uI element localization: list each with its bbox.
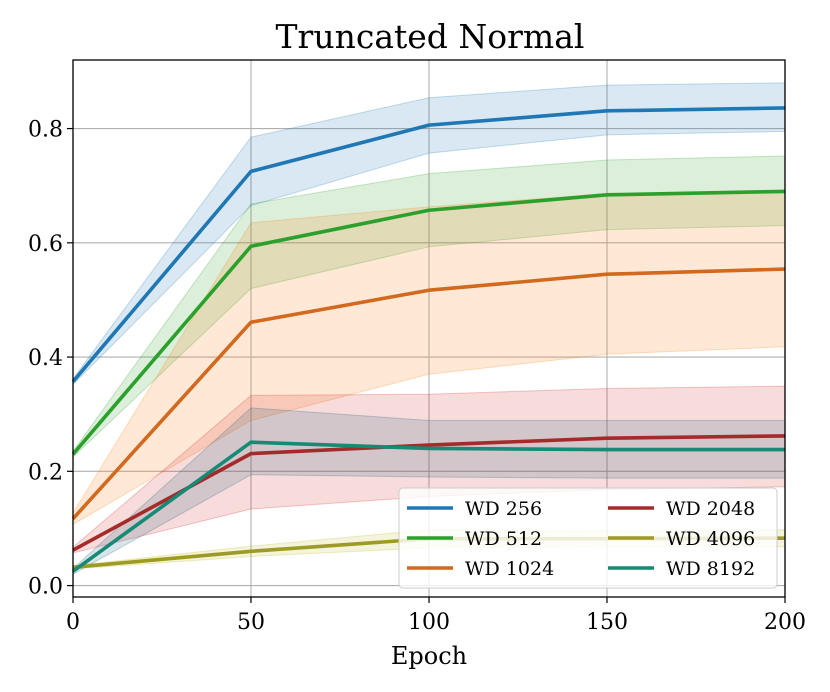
line-wd-8192 — [71, 440, 785, 573]
legend: WD 256 WD 512 WD 1024 WD 2048 WD 4096 WD 8192 — [398, 487, 778, 589]
x-tick-label: 100 — [408, 610, 450, 635]
legend-label: WD 8192 — [666, 558, 755, 580]
y-tick-label: 0.8 — [28, 118, 63, 143]
legend-box — [398, 487, 778, 589]
legend-label: WD 256 — [465, 498, 542, 520]
legend-entry-wd-1024: WD 1024 — [407, 558, 554, 580]
chart-title: Truncated Normal — [276, 17, 585, 56]
y-tick-label: 0.4 — [28, 346, 63, 371]
line-wd-512 — [71, 189, 786, 456]
x-tick-label: 0 — [66, 610, 80, 635]
legend-entry-wd-256: WD 256 — [407, 498, 542, 520]
legend-label: WD 512 — [465, 528, 542, 550]
line-wd-1024 — [71, 267, 786, 520]
legend-label: WD 2048 — [666, 498, 755, 520]
legend-entry-wd-512: WD 512 — [407, 528, 542, 550]
legend-entry-wd-8192: WD 8192 — [608, 558, 755, 580]
axis-ticks: 0 50 100 150 200 0.0 0.2 0.4 0.6 0.8 — [28, 118, 806, 635]
legend-label: WD 1024 — [465, 558, 554, 580]
legend-entry-wd-4096: WD 4096 — [608, 528, 755, 550]
y-tick-label: 0.6 — [28, 232, 63, 257]
x-axis-label: Epoch — [391, 642, 467, 670]
x-tick-label: 150 — [586, 610, 628, 635]
x-tick-label: 50 — [237, 610, 265, 635]
line-wd-256 — [71, 106, 786, 383]
y-tick-label: 0.2 — [28, 460, 63, 485]
y-tick-label: 0.0 — [28, 575, 63, 600]
legend-entry-wd-2048: WD 2048 — [608, 498, 755, 520]
x-tick-label: 200 — [764, 610, 806, 635]
legend-label: WD 4096 — [666, 528, 755, 550]
